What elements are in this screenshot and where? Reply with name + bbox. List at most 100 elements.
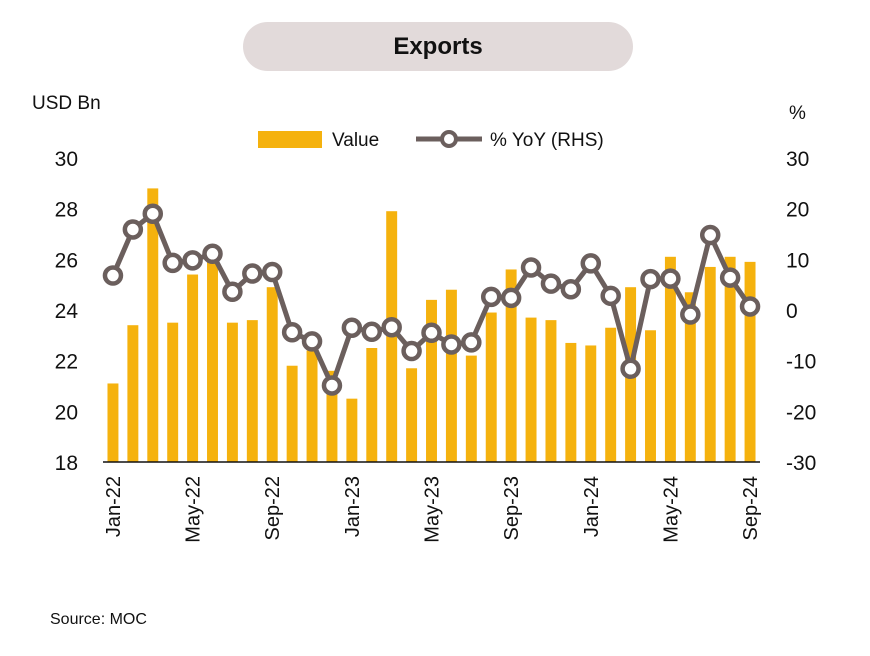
yoy-point-Aug-22: [242, 263, 263, 284]
yoy-point-Jul-23: [461, 332, 482, 353]
bar-Apr-22: [167, 322, 179, 462]
bar-Apr-24: [645, 330, 656, 462]
yoy-point-May-22: [182, 250, 203, 271]
bar-Aug-24: [724, 256, 736, 462]
bar-Sep-22: [266, 287, 278, 462]
bar-Aug-22: [246, 320, 258, 462]
x-tick-label: May-22: [183, 476, 205, 543]
right-tick-label: -20: [786, 401, 816, 424]
yoy-point-Sep-22: [261, 261, 283, 283]
x-tick-label: May-23: [422, 476, 444, 543]
yoy-point-Apr-24: [640, 268, 661, 290]
yoy-point-Oct-22: [281, 322, 303, 343]
yoy-point-Jun-24: [680, 304, 701, 325]
x-tick-label: May-24: [660, 476, 682, 543]
bar-Jun-23: [445, 289, 457, 462]
bar-Jul-23: [465, 355, 477, 462]
bar-Jun-22: [207, 261, 218, 462]
left-tick-label: 20: [55, 401, 78, 424]
yoy-point-Jun-22: [202, 243, 223, 265]
bar-Jul-24: [704, 266, 716, 462]
bar-May-22: [187, 274, 199, 462]
right-axis-unit: %: [789, 103, 806, 124]
x-tick-label: Sep-22: [262, 476, 284, 541]
yoy-point-Jul-22: [222, 281, 243, 303]
legend-yoy-label: % YoY (RHS): [490, 130, 604, 151]
bar-Oct-23: [525, 317, 537, 462]
right-tick-label: -10: [786, 351, 816, 374]
bar-Sep-24: [744, 261, 756, 462]
bar-Feb-23: [366, 348, 378, 462]
yoy-point-Feb-24: [600, 285, 621, 307]
yoy-point-Feb-23: [361, 321, 383, 343]
right-tick-label: 0: [786, 300, 798, 323]
source-note: Source: MOC: [50, 611, 147, 628]
yoy-point-Mar-24: [620, 358, 641, 380]
x-tick-label: Sep-24: [740, 476, 762, 541]
bar-series: [107, 188, 756, 462]
right-tick-label: 20: [786, 199, 809, 222]
x-tick-label: Jan-24: [581, 476, 603, 537]
left-tick-label: 26: [55, 249, 78, 272]
left-tick-label: 18: [55, 452, 78, 475]
x-tick-label: Jan-22: [103, 476, 125, 537]
bar-Dec-23: [565, 342, 577, 462]
yoy-point-Mar-22: [142, 203, 164, 224]
legend-value-label: Value: [332, 130, 379, 151]
bar-Jul-22: [226, 322, 238, 462]
right-tick-label: 10: [786, 249, 809, 272]
x-tick-label: Sep-23: [501, 476, 523, 541]
legend: Value % YoY (RHS): [258, 130, 604, 151]
yoy-point-Aug-23: [480, 286, 502, 308]
left-axis-unit: USD Bn: [32, 93, 101, 114]
yoy-point-Nov-23: [540, 273, 562, 294]
yoy-point-May-23: [421, 322, 442, 344]
bar-Dec-22: [326, 370, 338, 462]
yoy-point-Sep-24: [739, 296, 761, 317]
bar-Jan-22: [107, 383, 119, 462]
legend-yoy-marker: [440, 130, 458, 148]
yoy-point-Sep-23: [500, 287, 522, 309]
bar-Jan-23: [346, 398, 358, 462]
bar-May-23: [426, 299, 437, 462]
left-tick-label: 24: [55, 300, 79, 323]
yoy-point-Jul-24: [699, 224, 721, 246]
bar-Mar-22: [147, 188, 159, 462]
tick-labels: 18 20 22 24 26 28 30 30 20 10 0 -10 -20 -30 Jan-22 May-…: [55, 148, 817, 543]
yoy-point-Jan-23: [341, 317, 363, 338]
bar-Apr-23: [406, 368, 418, 462]
bar-May-24: [664, 256, 676, 462]
bar-Feb-22: [127, 325, 139, 462]
left-tick-label: 28: [55, 199, 78, 222]
bar-Aug-23: [485, 312, 497, 462]
bar-Sep-23: [505, 269, 517, 462]
bar-Oct-22: [286, 365, 298, 462]
bar-Jun-24: [684, 292, 696, 462]
bar-Nov-23: [545, 320, 557, 462]
yoy-point-Aug-24: [719, 267, 741, 288]
yoy-point-May-24: [660, 268, 681, 289]
line-series: [102, 203, 761, 396]
yoy-point-Feb-22: [122, 219, 144, 240]
bar-Nov-22: [306, 350, 318, 462]
right-tick-label: 30: [786, 148, 809, 171]
chart-title: Exports: [243, 22, 633, 71]
legend-value-swatch: [258, 131, 322, 148]
left-tick-label: 22: [55, 351, 78, 374]
yoy-point-Mar-23: [381, 316, 402, 338]
bar-Feb-24: [605, 327, 617, 462]
yoy-point-Jan-24: [580, 253, 602, 274]
yoy-point-Jun-23: [441, 334, 462, 355]
bar-Jan-24: [585, 345, 597, 462]
left-tick-label: 30: [55, 148, 78, 171]
yoy-point-Oct-23: [520, 257, 542, 278]
yoy-point-Nov-22: [301, 331, 323, 352]
yoy-point-Apr-23: [401, 340, 422, 362]
yoy-point-Apr-22: [162, 252, 183, 274]
right-tick-label: -30: [786, 452, 816, 475]
yoy-point-Dec-22: [321, 375, 343, 396]
x-tick-label: Jan-23: [342, 476, 364, 537]
yoy-point-Jan-22: [102, 265, 124, 286]
yoy-point-Dec-23: [560, 278, 582, 300]
